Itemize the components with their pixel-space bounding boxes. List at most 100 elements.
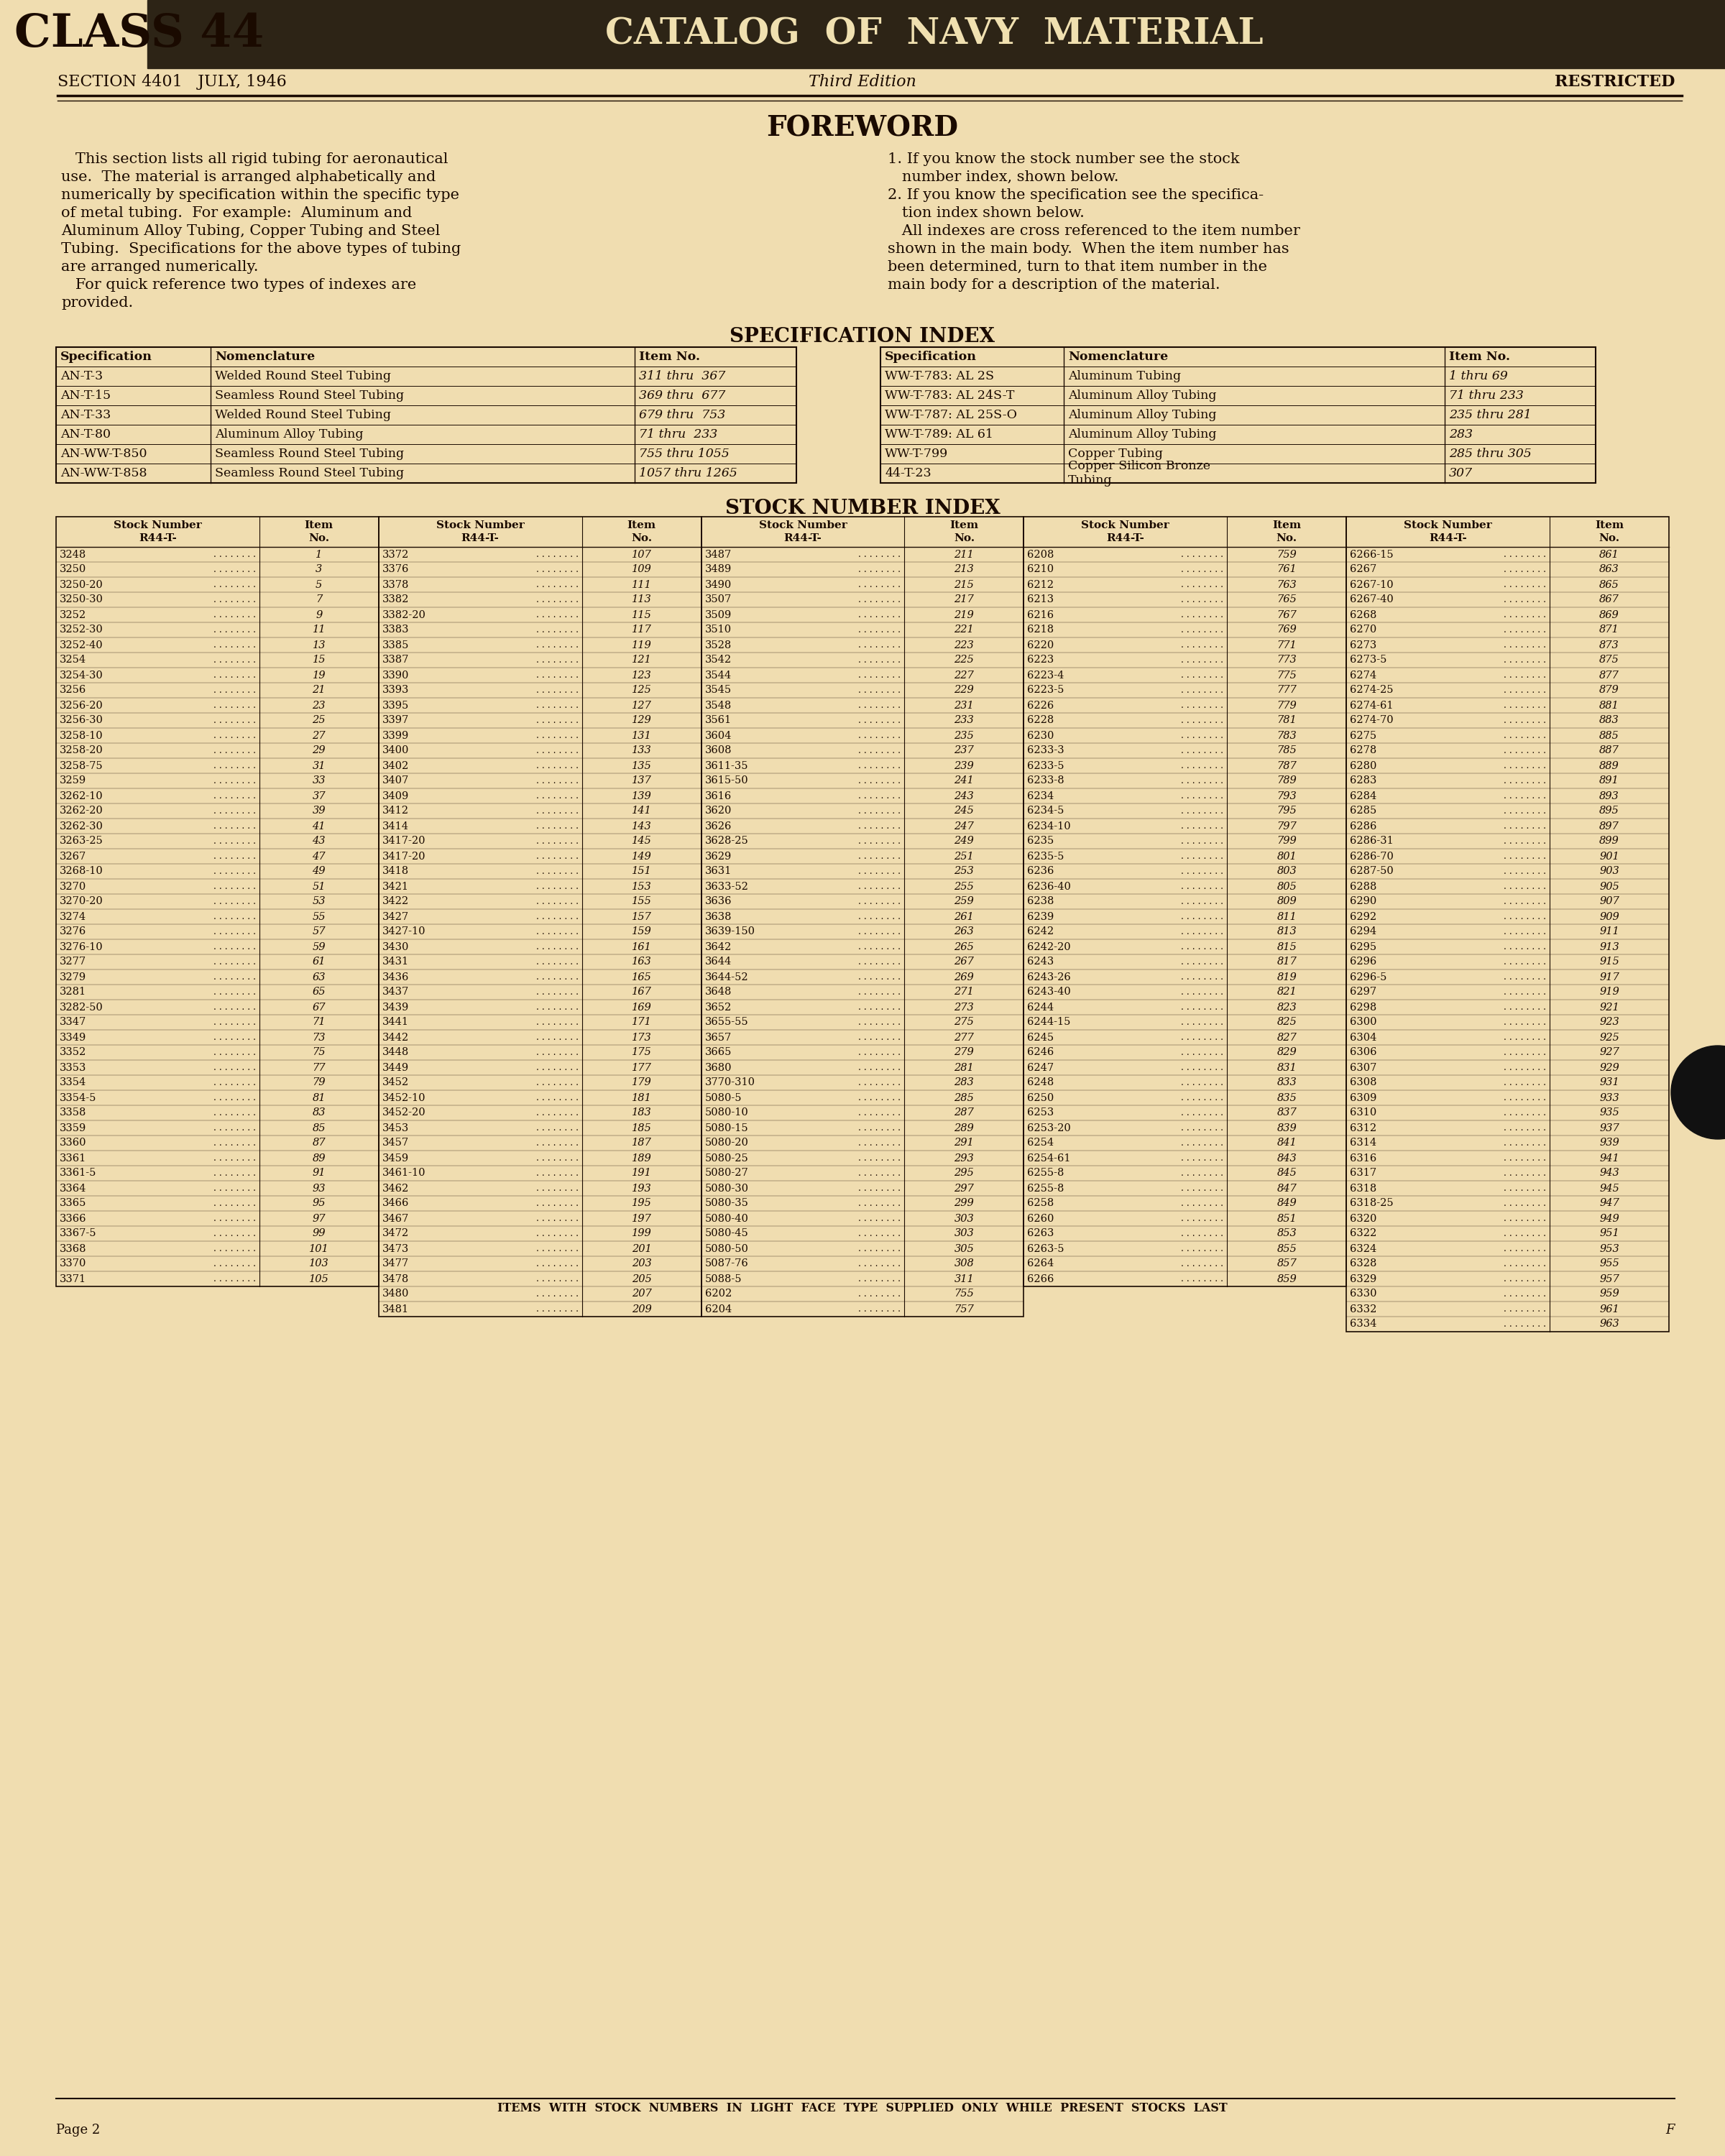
Text: 917: 917 xyxy=(1599,972,1620,983)
Text: 207: 207 xyxy=(631,1289,652,1298)
Bar xyxy=(147,0,1725,69)
Text: 103: 103 xyxy=(309,1259,329,1268)
Text: 85: 85 xyxy=(312,1123,326,1134)
Text: 843: 843 xyxy=(1276,1153,1297,1164)
Text: 889: 889 xyxy=(1599,761,1620,772)
Text: 6247: 6247 xyxy=(1028,1063,1054,1074)
Text: 867: 867 xyxy=(1599,595,1620,604)
Text: 3655-55: 3655-55 xyxy=(706,1018,749,1028)
Text: 6233-3: 6233-3 xyxy=(1028,746,1064,757)
Text: 195: 195 xyxy=(631,1199,652,1207)
Text: 3604: 3604 xyxy=(706,731,731,742)
Text: 311 thru  367: 311 thru 367 xyxy=(638,371,726,382)
Text: . . . . . . . .: . . . . . . . . xyxy=(533,716,578,724)
Text: 6285: 6285 xyxy=(1351,806,1377,817)
Text: . . . . . . . .: . . . . . . . . xyxy=(1501,671,1546,679)
Text: 3418: 3418 xyxy=(383,867,409,875)
Text: . . . . . . . .: . . . . . . . . xyxy=(533,867,578,875)
Text: 3262-30: 3262-30 xyxy=(60,821,104,832)
Text: 211: 211 xyxy=(954,550,975,561)
Text: 3452-10: 3452-10 xyxy=(383,1093,426,1104)
Text: 3417-20: 3417-20 xyxy=(383,852,426,860)
Text: 901: 901 xyxy=(1599,852,1620,860)
Text: 897: 897 xyxy=(1599,821,1620,832)
Text: . . . . . . . .: . . . . . . . . xyxy=(533,610,578,619)
Text: 5080-45: 5080-45 xyxy=(706,1229,749,1238)
Text: 3267: 3267 xyxy=(60,852,86,860)
Text: 43: 43 xyxy=(312,837,326,847)
Text: . . . . . . . .: . . . . . . . . xyxy=(1178,987,1223,996)
Text: . . . . . . . .: . . . . . . . . xyxy=(856,1123,900,1132)
Text: 6243-40: 6243-40 xyxy=(1028,987,1071,996)
Text: . . . . . . . .: . . . . . . . . xyxy=(210,1214,255,1222)
Text: . . . . . . . .: . . . . . . . . xyxy=(533,927,578,936)
Text: 6234: 6234 xyxy=(1028,791,1054,802)
Text: 6314: 6314 xyxy=(1351,1138,1377,1147)
Text: . . . . . . . .: . . . . . . . . xyxy=(1178,595,1223,604)
Text: 5080-50: 5080-50 xyxy=(706,1244,749,1255)
Text: . . . . . . . .: . . . . . . . . xyxy=(1501,716,1546,724)
Text: Item
No.: Item No. xyxy=(305,520,333,543)
Text: 3259: 3259 xyxy=(60,776,86,787)
Text: . . . . . . . .: . . . . . . . . xyxy=(856,655,900,664)
Text: 797: 797 xyxy=(1276,821,1297,832)
Text: 283: 283 xyxy=(954,1078,975,1087)
Text: Third Edition: Third Edition xyxy=(809,73,916,91)
Text: 3467: 3467 xyxy=(383,1214,409,1225)
Text: 941: 941 xyxy=(1599,1153,1620,1164)
Text: 825: 825 xyxy=(1276,1018,1297,1028)
Text: 185: 185 xyxy=(631,1123,652,1134)
Bar xyxy=(700,517,1025,1317)
Text: 933: 933 xyxy=(1599,1093,1620,1104)
Text: . . . . . . . .: . . . . . . . . xyxy=(1178,1003,1223,1011)
Text: . . . . . . . .: . . . . . . . . xyxy=(1178,821,1223,830)
Text: 273: 273 xyxy=(954,1003,975,1013)
Text: 6270: 6270 xyxy=(1351,625,1377,634)
Text: Page 2: Page 2 xyxy=(55,2124,100,2137)
Text: 3390: 3390 xyxy=(383,671,409,681)
Text: 231: 231 xyxy=(954,701,975,711)
Text: 6258: 6258 xyxy=(1028,1199,1054,1207)
Text: 5080-20: 5080-20 xyxy=(706,1138,749,1147)
Text: 3633-52: 3633-52 xyxy=(706,882,749,893)
Text: . . . . . . . .: . . . . . . . . xyxy=(1178,942,1223,951)
Bar xyxy=(55,517,380,1287)
Text: . . . . . . . .: . . . . . . . . xyxy=(1501,1108,1546,1117)
Text: . . . . . . . .: . . . . . . . . xyxy=(210,1184,255,1192)
Text: 6275: 6275 xyxy=(1351,731,1377,742)
Text: 67: 67 xyxy=(312,1003,326,1013)
Text: 11: 11 xyxy=(312,625,326,634)
Text: 909: 909 xyxy=(1599,912,1620,923)
Text: 221: 221 xyxy=(954,625,975,634)
Text: . . . . . . . .: . . . . . . . . xyxy=(533,731,578,740)
Text: . . . . . . . .: . . . . . . . . xyxy=(533,987,578,996)
Text: 25: 25 xyxy=(312,716,326,724)
Text: 3616: 3616 xyxy=(706,791,731,802)
Text: 6297: 6297 xyxy=(1351,987,1377,996)
Text: 6274-70: 6274-70 xyxy=(1351,716,1394,724)
Text: . . . . . . . .: . . . . . . . . xyxy=(210,867,255,875)
Text: 219: 219 xyxy=(954,610,975,621)
Text: 3364: 3364 xyxy=(60,1184,86,1194)
Text: . . . . . . . .: . . . . . . . . xyxy=(210,1003,255,1011)
Text: 3615-50: 3615-50 xyxy=(706,776,749,787)
Text: 919: 919 xyxy=(1599,987,1620,996)
Text: . . . . . . . .: . . . . . . . . xyxy=(210,1169,255,1177)
Text: use.  The material is arranged alphabetically and: use. The material is arranged alphabetic… xyxy=(60,170,436,183)
Text: 3629: 3629 xyxy=(706,852,731,860)
Text: . . . . . . . .: . . . . . . . . xyxy=(210,701,255,709)
Text: . . . . . . . .: . . . . . . . . xyxy=(533,1063,578,1072)
Text: 6212: 6212 xyxy=(1028,580,1054,591)
Text: . . . . . . . .: . . . . . . . . xyxy=(533,1259,578,1268)
Text: . . . . . . . .: . . . . . . . . xyxy=(533,1184,578,1192)
Text: 3441: 3441 xyxy=(383,1018,409,1028)
Text: . . . . . . . .: . . . . . . . . xyxy=(1501,837,1546,845)
Text: . . . . . . . .: . . . . . . . . xyxy=(533,806,578,815)
Text: . . . . . . . .: . . . . . . . . xyxy=(1178,1199,1223,1207)
Text: 3652: 3652 xyxy=(706,1003,731,1013)
Text: 6294: 6294 xyxy=(1351,927,1377,936)
Text: been determined, turn to that item number in the: been determined, turn to that item numbe… xyxy=(888,261,1268,274)
Text: 955: 955 xyxy=(1599,1259,1620,1268)
Text: 6223: 6223 xyxy=(1028,655,1054,664)
Text: 837: 837 xyxy=(1276,1108,1297,1117)
